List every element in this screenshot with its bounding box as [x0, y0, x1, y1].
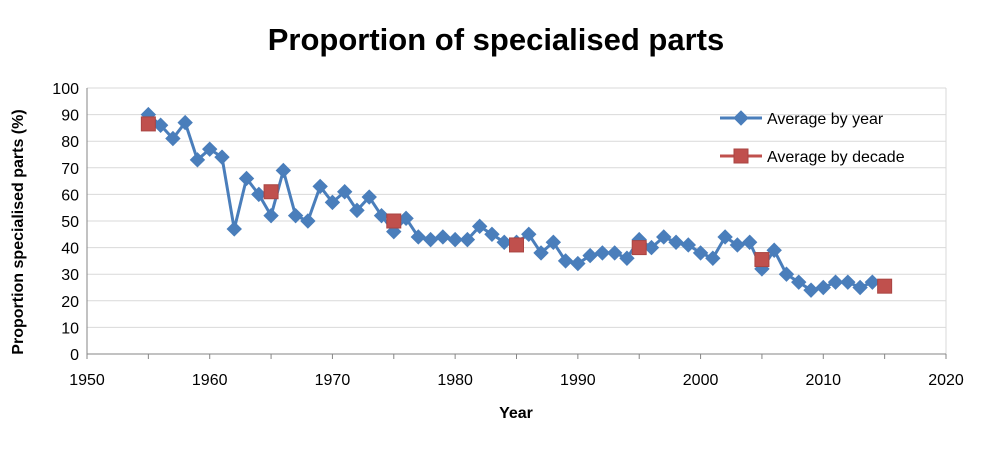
y-tick-label: 60: [61, 187, 79, 204]
data-point-average-by-year: [165, 130, 181, 147]
y-tick-label: 20: [61, 294, 79, 311]
x-tick-label: 1950: [69, 372, 105, 389]
data-point-average-by-year: [336, 184, 353, 200]
y-tick-label: 70: [61, 161, 79, 178]
data-point-average-by-year: [484, 226, 500, 243]
data-point-average-by-year: [606, 245, 623, 261]
data-point-average-by-decade: [140, 116, 156, 132]
data-point-average-by-decade: [263, 184, 279, 200]
data-point-average-by-year: [815, 279, 831, 296]
data-point-average-by-year: [766, 242, 782, 258]
data-point-average-by-year: [312, 178, 328, 195]
x-tick-label: 1990: [560, 372, 596, 389]
data-point-average-by-year: [324, 194, 341, 211]
y-axis-title: Proportion specialised parts (%): [10, 109, 27, 354]
data-point-average-by-year: [287, 207, 304, 224]
legend: Average by year Average by decade: [720, 110, 905, 166]
data-point-average-by-year: [705, 250, 721, 266]
series-layer: [140, 106, 893, 298]
x-tick-label: 2010: [805, 372, 841, 389]
data-point-average-by-year: [373, 207, 390, 224]
data-point-average-by-year: [840, 274, 856, 290]
y-tick-label: 100: [52, 81, 79, 98]
data-point-average-by-year: [349, 202, 365, 219]
data-point-average-by-decade: [754, 252, 770, 268]
chart-title: Proportion of specialised parts: [268, 22, 724, 57]
y-tick-label: 0: [70, 347, 79, 364]
y-tick-label: 80: [61, 134, 79, 151]
data-point-average-by-decade: [509, 237, 524, 253]
data-point-average-by-year: [300, 213, 316, 229]
data-point-average-by-year: [496, 234, 512, 250]
x-tick-label: 1960: [192, 372, 228, 389]
data-point-average-by-year: [533, 245, 549, 261]
data-point-average-by-year: [361, 189, 377, 205]
x-tick-label: 2000: [683, 372, 719, 389]
y-tick-label: 10: [61, 320, 79, 337]
data-point-average-by-year: [717, 229, 733, 245]
x-tick-label: 1980: [437, 372, 473, 389]
data-point-average-by-year: [827, 274, 844, 290]
y-tick-label: 50: [61, 214, 79, 231]
data-point-average-by-year: [643, 239, 660, 256]
data-point-average-by-year: [238, 170, 255, 187]
x-axis-title: Year: [499, 405, 533, 422]
data-point-average-by-year: [545, 234, 562, 250]
data-point-average-by-year: [692, 245, 709, 261]
data-point-average-by-year: [582, 247, 598, 264]
data-point-average-by-year: [557, 253, 574, 269]
axes: 0 10 20 30 40 50 60 70 80 90 100 1950 1960 1970 1980 19…: [52, 81, 964, 389]
data-point-average-by-year: [263, 207, 279, 224]
data-point-average-by-year: [778, 266, 795, 282]
data-point-average-by-year: [619, 250, 635, 266]
data-point-average-by-year: [214, 149, 230, 165]
data-point-average-by-decade: [877, 278, 893, 294]
data-point-average-by-year: [741, 234, 758, 250]
data-point-average-by-decade: [386, 213, 402, 229]
data-point-average-by-year: [852, 279, 868, 296]
data-point-average-by-year: [791, 274, 807, 290]
x-tick-label: 2020: [928, 372, 964, 389]
y-tick-label: 90: [61, 108, 79, 125]
data-point-average-by-year: [275, 162, 292, 179]
data-point-average-by-year: [152, 117, 169, 133]
data-point-average-by-decade: [631, 240, 647, 256]
gridlines: [87, 87, 947, 354]
data-point-average-by-year: [594, 245, 611, 261]
data-point-average-by-year: [570, 255, 586, 272]
y-tick-label: 30: [61, 267, 79, 284]
data-point-average-by-year: [398, 210, 414, 227]
data-point-average-by-year: [251, 186, 267, 203]
data-point-average-by-year: [202, 141, 218, 157]
x-tick-label: 1970: [315, 372, 351, 389]
data-point-average-by-year: [422, 231, 439, 248]
data-point-average-by-year: [864, 274, 881, 290]
data-point-average-by-year: [177, 114, 193, 131]
legend-label-average-by-year: Average by year: [767, 111, 884, 128]
data-point-average-by-year: [459, 231, 476, 248]
legend-label-average-by-decade: Average by decade: [767, 149, 905, 166]
data-point-average-by-year: [803, 282, 819, 298]
data-point-average-by-year: [471, 218, 488, 235]
y-tick-label: 40: [61, 241, 79, 258]
data-point-average-by-year: [656, 229, 672, 245]
data-point-average-by-year: [729, 237, 746, 253]
data-point-average-by-year: [521, 226, 537, 243]
data-point-average-by-year: [668, 234, 684, 250]
data-point-average-by-year: [447, 231, 463, 248]
data-point-average-by-year: [410, 229, 427, 245]
legend-marker-diamond: [733, 110, 749, 126]
data-point-average-by-year: [226, 221, 242, 237]
legend-marker-square: [733, 148, 749, 164]
data-point-average-by-year: [435, 229, 451, 245]
data-point-average-by-year: [680, 237, 697, 253]
data-point-average-by-year: [189, 152, 206, 168]
